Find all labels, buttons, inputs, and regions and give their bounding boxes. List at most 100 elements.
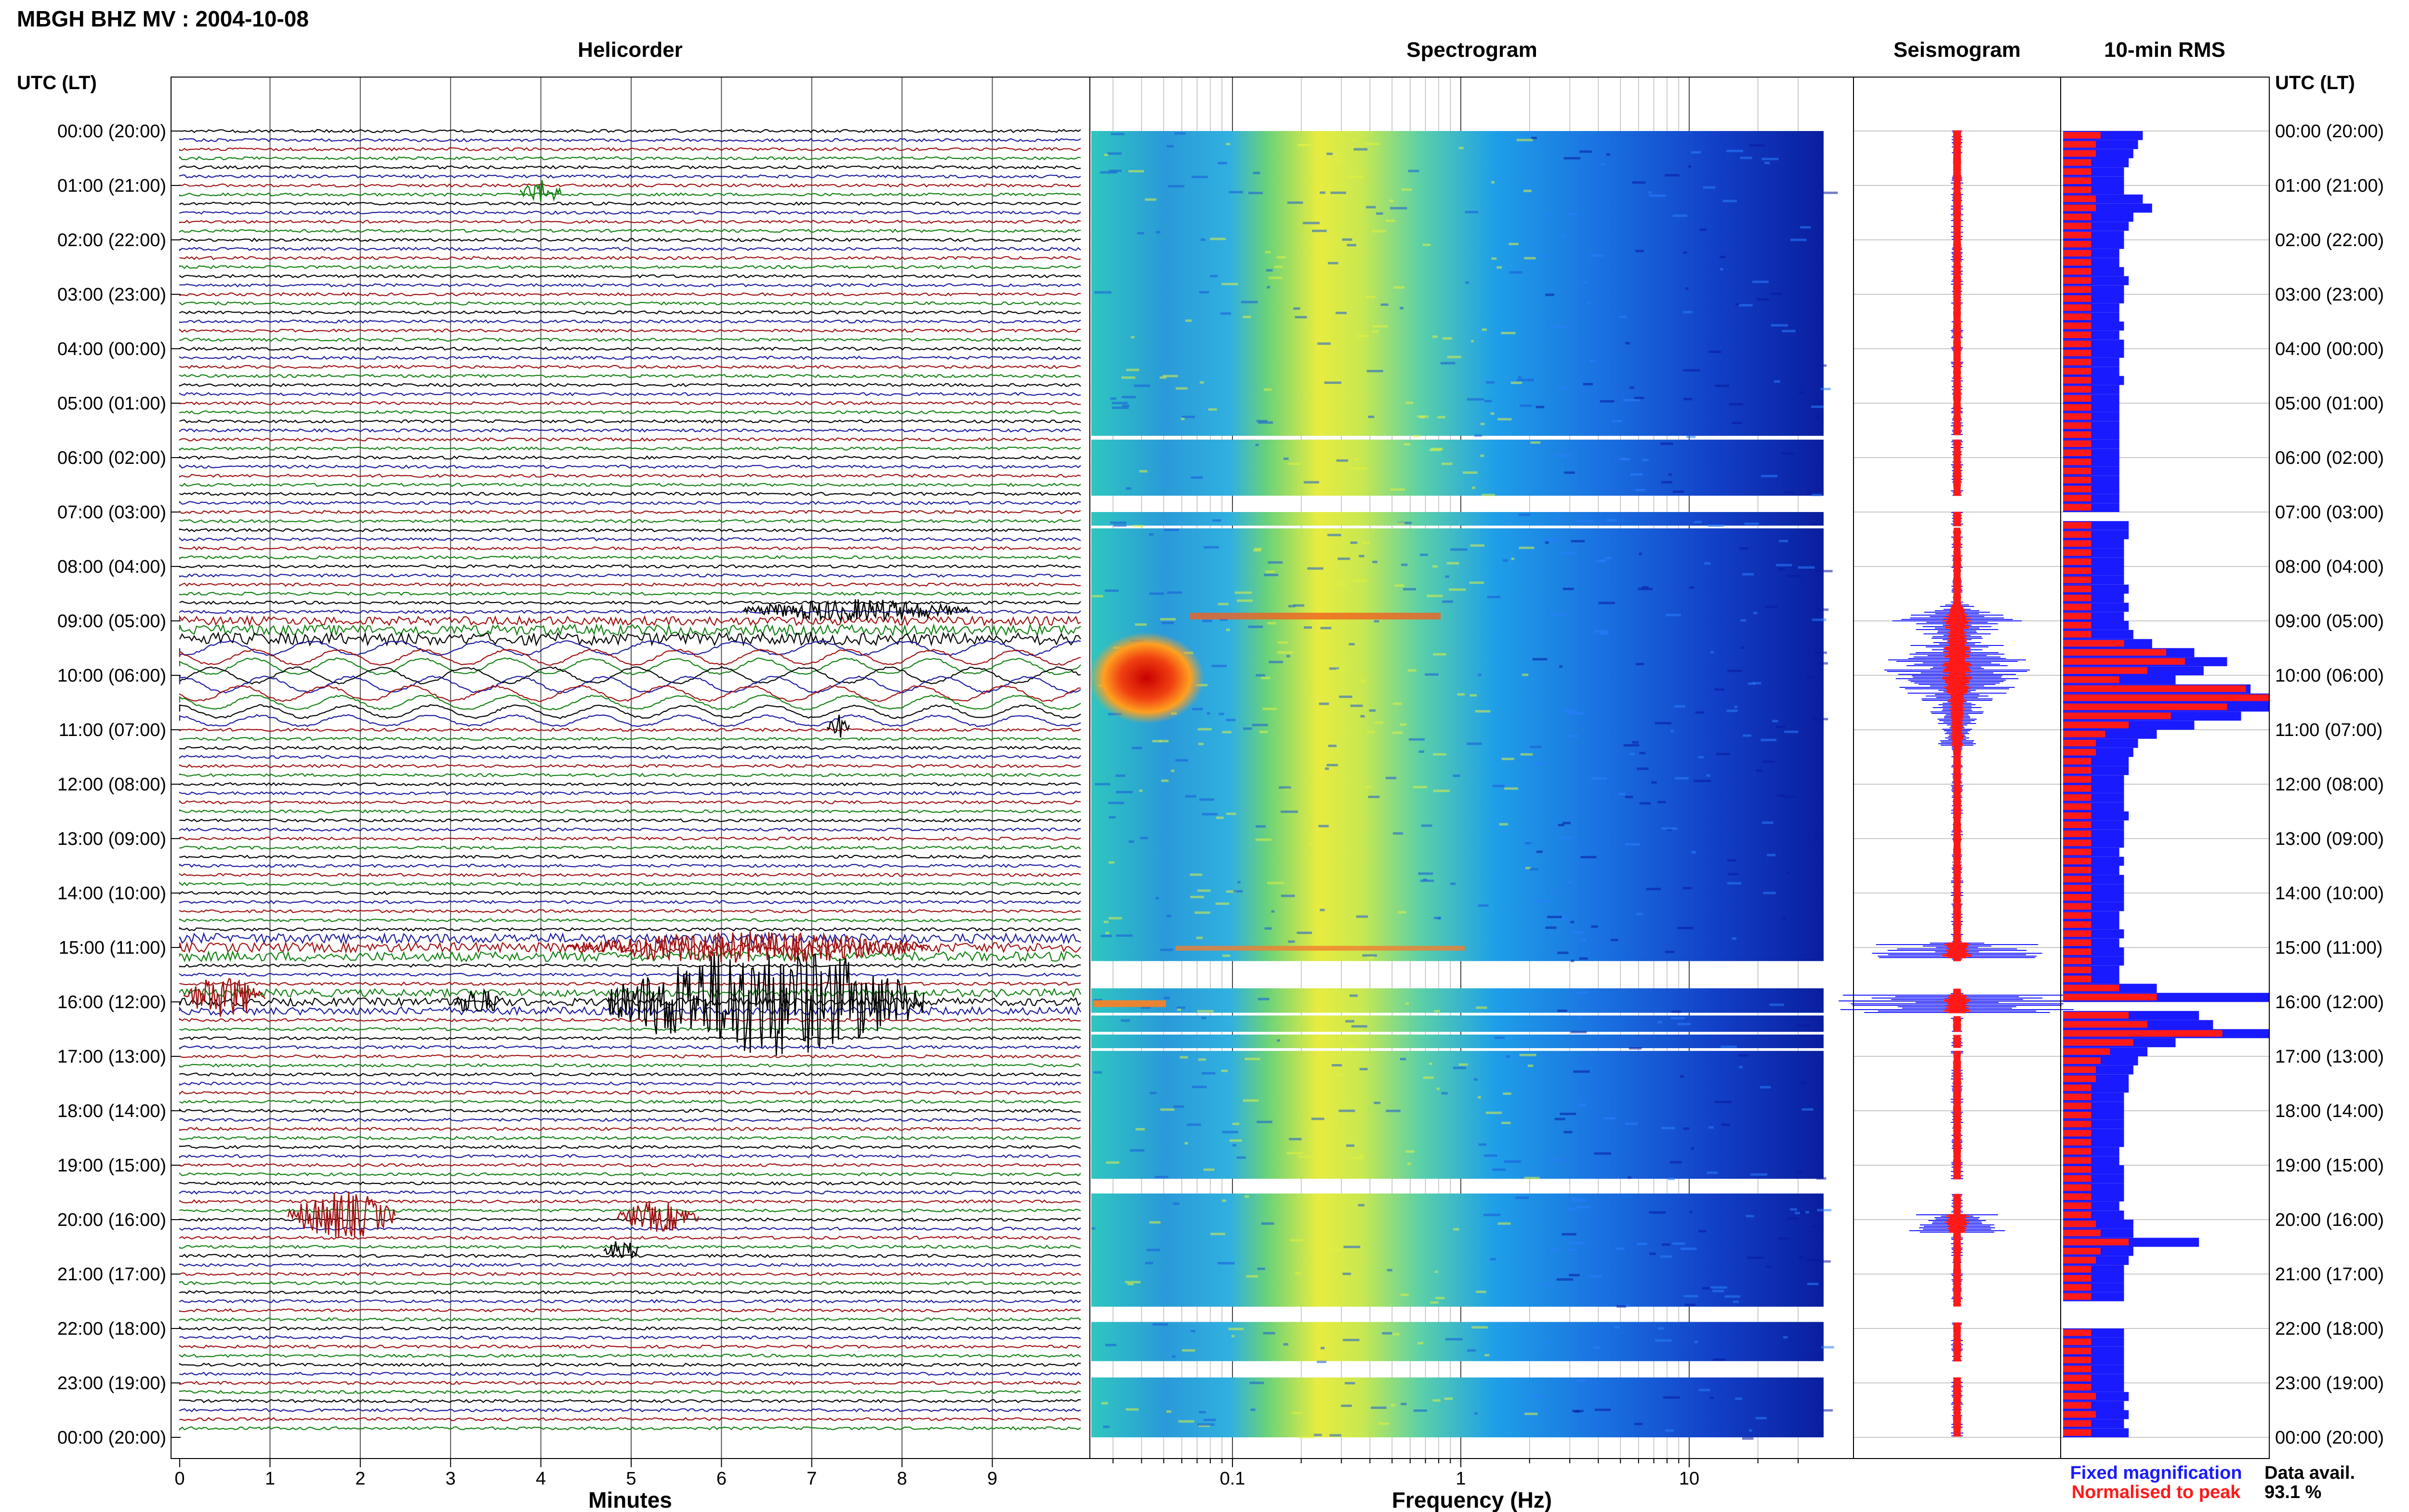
spectrogram-cell	[1320, 191, 1325, 194]
spectrogram-cell	[1651, 781, 1657, 784]
spectrogram-cell	[1268, 561, 1283, 564]
helicorder-trace	[179, 1354, 1081, 1358]
spectrogram-cell	[1249, 1381, 1264, 1384]
spectrogram-cell	[1572, 1409, 1584, 1412]
spectrogram-cell	[1710, 651, 1714, 654]
spectrogram-cell	[1252, 723, 1268, 726]
rms-bar-normalised	[2063, 395, 2091, 402]
rms-bar-normalised	[2063, 250, 2091, 257]
y-tick-label: 17:00 (13:00)	[57, 1047, 166, 1067]
spectrogram-cell	[1497, 1222, 1511, 1225]
helicorder-trace	[179, 736, 1081, 741]
spectrogram-cell	[1152, 1323, 1168, 1326]
spectrogram-cell	[1442, 600, 1453, 603]
spectrogram-cell	[1510, 381, 1522, 384]
spectrogram-cell	[1172, 1355, 1176, 1358]
helicorder-trace	[179, 863, 1081, 868]
spectrogram-cell	[1694, 521, 1702, 524]
spectrogram-cell	[1385, 219, 1396, 222]
spectrogram-cell	[1226, 629, 1230, 631]
helicorder-trace	[179, 675, 1081, 694]
spectrogram-cell	[1738, 1054, 1749, 1057]
spectrogram-cell	[1352, 701, 1357, 704]
rms-bar-normalised	[2063, 803, 2091, 810]
helicorder-trace	[179, 791, 1081, 796]
spectrogram-cell	[1518, 376, 1522, 379]
spectrogram-cell	[1629, 386, 1634, 389]
helicorder-trace	[179, 410, 1081, 415]
helicorder-trace	[179, 228, 1081, 233]
rms-bar-normalised	[2063, 1066, 2096, 1073]
helicorder-trace	[179, 1344, 1081, 1349]
spectrogram-cell	[1413, 786, 1428, 789]
spectrogram-cell	[1614, 1326, 1620, 1328]
helicorder-trace	[179, 129, 1081, 133]
spectrogram-cell	[1557, 1009, 1567, 1012]
rms-bar-normalised	[2063, 567, 2091, 574]
y-tick-label: 02:00 (22:00)	[57, 230, 166, 250]
spectrogram-cell	[1423, 878, 1427, 881]
rms-bar-normalised	[2063, 794, 2091, 801]
spectrogram-cell	[1288, 940, 1295, 943]
y-tick-label: 21:00 (17:00)	[2275, 1264, 2384, 1285]
rms-bar-normalised	[2063, 150, 2096, 157]
spectrogram-cell	[1137, 232, 1144, 235]
y-tick-label: 20:00 (16:00)	[2275, 1210, 2384, 1230]
spectrogram-cell	[1778, 568, 1785, 571]
spectrogram-cell	[1578, 1016, 1582, 1019]
rms-bar-normalised	[2063, 368, 2091, 375]
spectrogram-cell	[1201, 1016, 1206, 1019]
helicorder-trace	[179, 337, 1081, 342]
spectrogram-cell	[1288, 605, 1296, 607]
spectrogram-cell	[1564, 471, 1575, 474]
spectrogram-cell	[1536, 850, 1543, 853]
spectrogram-cell	[1349, 643, 1355, 645]
spectrogram-cell	[1572, 931, 1584, 934]
spectrogram-cell	[1519, 546, 1535, 549]
helicorder-event	[743, 599, 970, 623]
spectrogram-cell	[1567, 712, 1584, 715]
spectrogram-cell	[1149, 592, 1164, 595]
spectrogram-cell	[1202, 813, 1218, 815]
spectrogram-cell	[1358, 1204, 1364, 1207]
rms-bar-normalised	[2063, 885, 2091, 892]
spectrogram-cell	[1374, 1102, 1380, 1104]
spectrogram-cell	[1706, 774, 1710, 777]
spectrogram-cell	[1197, 889, 1211, 892]
spectrogram-cell	[1581, 939, 1587, 941]
rms-bar-normalised	[2063, 358, 2091, 366]
spectrogram-cell	[1187, 1123, 1201, 1126]
spectrogram-cell	[1591, 925, 1598, 928]
spectrogram-cell	[1401, 1403, 1407, 1406]
rms-bar-normalised	[2063, 540, 2091, 547]
spectrogram-cell	[1093, 1071, 1102, 1074]
spectrogram-cell	[1295, 316, 1307, 318]
spectrogram-cell	[1744, 522, 1759, 525]
helicorder-trace	[179, 510, 1081, 514]
spectrogram-cell	[1623, 744, 1640, 747]
spectrogram-cell	[1727, 882, 1742, 885]
spectrogram-cell	[1534, 762, 1546, 765]
y-tick-label: 22:00 (18:00)	[2275, 1319, 2384, 1339]
spectrogram-cell	[1360, 679, 1366, 682]
spectrogram-cell	[1243, 727, 1252, 730]
spectrogram-cell	[1748, 682, 1755, 685]
helicorder-trace	[179, 1054, 1081, 1059]
spectrogram-cell	[1365, 786, 1372, 789]
spectrogram-cell	[1727, 670, 1742, 672]
spectrogram-cell	[1405, 1150, 1415, 1153]
spectrogram-cell	[1689, 1210, 1693, 1213]
spectrogram-cell	[1317, 1360, 1326, 1363]
rms-bar-normalised	[2063, 1275, 2091, 1282]
rms-bar-normalised	[2063, 712, 2171, 720]
helicorder-trace	[179, 1381, 1081, 1385]
spectrogram-cell	[1445, 362, 1456, 365]
spectrogram-cell	[1549, 1249, 1559, 1251]
spectrogram-cell	[1317, 342, 1331, 345]
spectrogram-cell	[1649, 194, 1666, 197]
spectrogram-cell	[1603, 1117, 1615, 1120]
spectrogram-cell	[1125, 487, 1131, 490]
spectrogram-cell	[1471, 486, 1475, 489]
spectrogram-cell	[1336, 459, 1349, 462]
spectrogram-cell	[1427, 594, 1443, 597]
